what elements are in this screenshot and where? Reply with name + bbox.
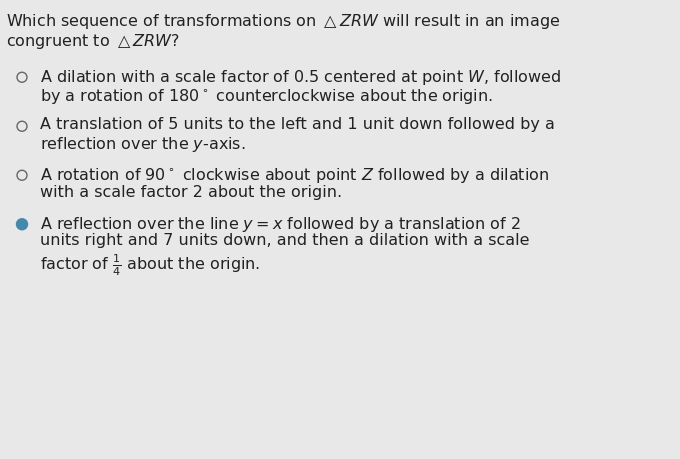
Text: with a scale factor 2 about the origin.: with a scale factor 2 about the origin. (40, 185, 342, 200)
Circle shape (16, 219, 27, 230)
Text: A dilation with a scale factor of 0.5 centered at point $W$, followed: A dilation with a scale factor of 0.5 ce… (40, 68, 561, 87)
Text: units right and 7 units down, and then a dilation with a scale: units right and 7 units down, and then a… (40, 234, 530, 248)
Text: congruent to $\triangle ZRW$?: congruent to $\triangle ZRW$? (6, 32, 180, 51)
Text: Which sequence of transformations on $\triangle ZRW$ will result in an image: Which sequence of transformations on $\t… (6, 12, 560, 31)
Text: A reflection over the line $y = x$ followed by a translation of 2: A reflection over the line $y = x$ follo… (40, 215, 521, 234)
Text: A rotation of 90$^\circ$ clockwise about point $Z$ followed by a dilation: A rotation of 90$^\circ$ clockwise about… (40, 166, 549, 185)
Text: reflection over the $y$-axis.: reflection over the $y$-axis. (40, 135, 245, 155)
Text: factor of $\frac{1}{4}$ about the origin.: factor of $\frac{1}{4}$ about the origin… (40, 252, 260, 278)
Text: A translation of 5 units to the left and 1 unit down followed by a: A translation of 5 units to the left and… (40, 117, 555, 132)
Text: by a rotation of 180$^\circ$ counterclockwise about the origin.: by a rotation of 180$^\circ$ countercloc… (40, 86, 493, 106)
